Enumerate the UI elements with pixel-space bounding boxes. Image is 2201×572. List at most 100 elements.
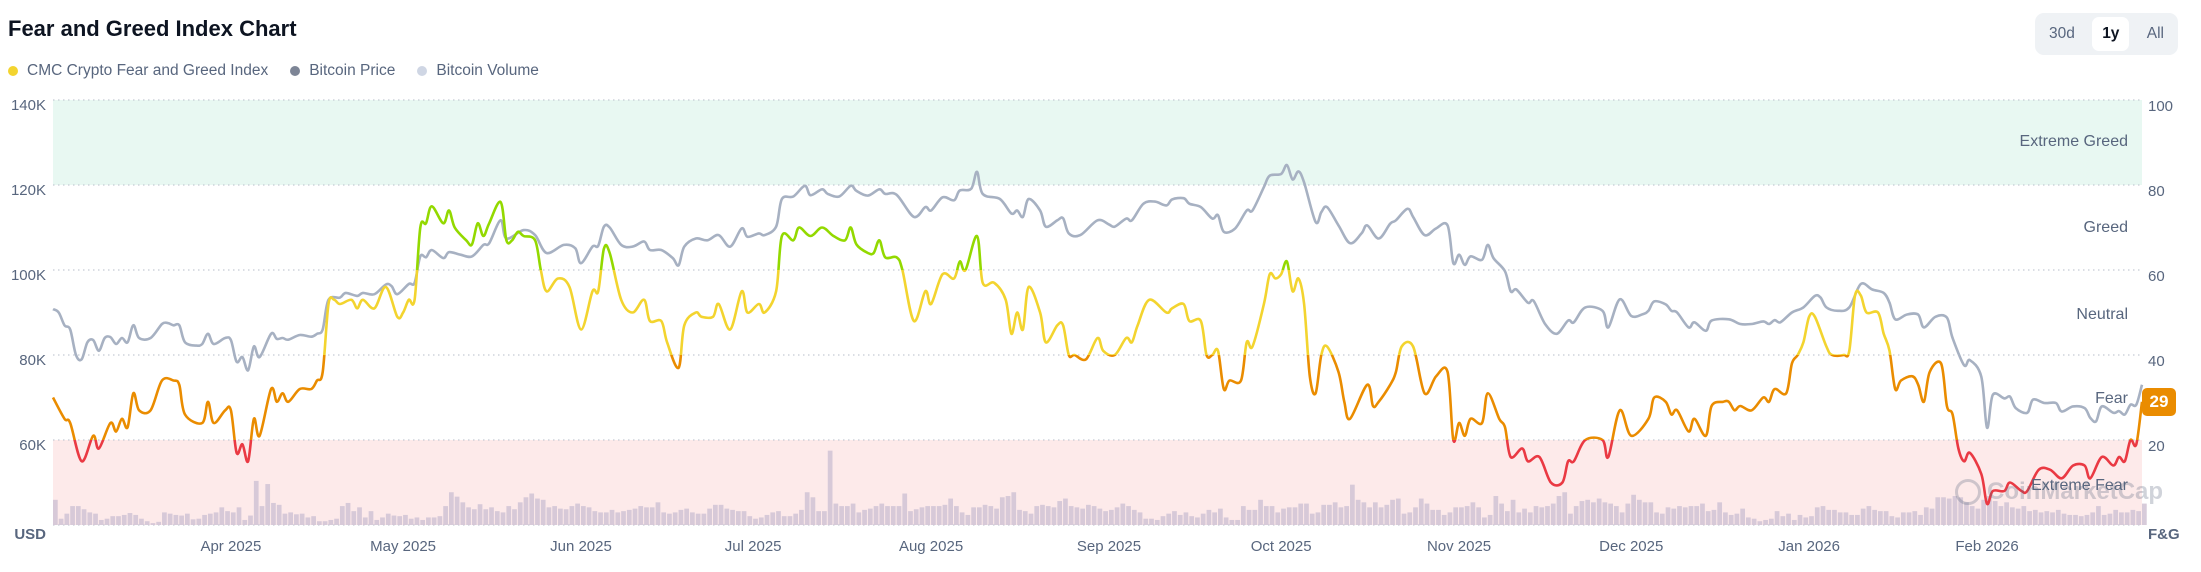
volume-bar[interactable] <box>431 517 437 525</box>
volume-bar[interactable] <box>248 515 253 525</box>
volume-bar[interactable] <box>173 514 179 525</box>
volume-bar[interactable] <box>500 512 506 525</box>
volume-bar[interactable] <box>1533 506 1539 525</box>
volume-bar[interactable] <box>936 506 942 525</box>
volume-bar[interactable] <box>862 509 867 525</box>
volume-bar[interactable] <box>632 508 638 525</box>
volume-bar[interactable] <box>1780 516 1786 525</box>
volume-bar[interactable] <box>1516 512 1522 525</box>
volume-bar[interactable] <box>139 518 144 525</box>
volume-bar[interactable] <box>471 509 477 525</box>
volume-bar[interactable] <box>1149 518 1154 525</box>
volume-bar[interactable] <box>179 515 184 525</box>
volume-bar[interactable] <box>93 513 98 525</box>
volume-bar[interactable] <box>816 511 822 525</box>
volume-bar[interactable] <box>2096 506 2101 525</box>
volume-bar[interactable] <box>311 516 316 525</box>
volume-bar[interactable] <box>2038 512 2044 525</box>
volume-bar[interactable] <box>1906 512 1912 525</box>
volume-bar[interactable] <box>1631 494 1636 525</box>
volume-bar[interactable] <box>2050 512 2055 525</box>
volume-bar[interactable] <box>1946 498 1952 525</box>
volume-bar[interactable] <box>770 512 776 525</box>
volume-bar[interactable] <box>741 511 747 525</box>
volume-bar[interactable] <box>2107 513 2113 525</box>
volume-bar[interactable] <box>948 498 954 525</box>
volume-bar[interactable] <box>1292 507 1298 525</box>
volume-bar[interactable] <box>1763 519 1768 525</box>
volume-bar[interactable] <box>867 508 873 525</box>
volume-bar[interactable] <box>1401 513 1407 525</box>
volume-bar[interactable] <box>1654 512 1659 525</box>
volume-bar[interactable] <box>408 518 414 525</box>
volume-bar[interactable] <box>1005 496 1011 525</box>
volume-bar[interactable] <box>1648 502 1654 525</box>
volume-bar[interactable] <box>1510 499 1516 525</box>
volume-bar[interactable] <box>1367 507 1372 525</box>
volume-bar[interactable] <box>707 508 712 525</box>
volume-bar[interactable] <box>276 504 282 525</box>
volume-bar[interactable] <box>1430 509 1436 525</box>
volume-bar[interactable] <box>626 509 632 525</box>
volume-bar[interactable] <box>1860 508 1866 525</box>
volume-bar[interactable] <box>1929 508 1935 525</box>
volume-bar[interactable] <box>1063 498 1068 525</box>
volume-bar[interactable] <box>776 511 781 525</box>
volume-bar[interactable] <box>81 509 87 525</box>
volume-bar[interactable] <box>925 506 931 525</box>
volume-bar[interactable] <box>1051 507 1057 525</box>
volume-bar[interactable] <box>1878 511 1883 525</box>
volume-bar[interactable] <box>2130 509 2136 525</box>
volume-bar[interactable] <box>1786 513 1791 525</box>
volume-bar[interactable] <box>1453 507 1459 525</box>
volume-bar[interactable] <box>965 514 971 525</box>
volume-bar[interactable] <box>1705 511 1711 525</box>
volume-bar[interactable] <box>2021 506 2027 525</box>
volume-bar[interactable] <box>420 519 426 525</box>
volume-bar[interactable] <box>1889 516 1895 525</box>
volume-bar[interactable] <box>1774 511 1780 525</box>
volume-bar[interactable] <box>678 509 684 525</box>
volume-bar[interactable] <box>1746 517 1751 525</box>
volume-bar[interactable] <box>489 507 494 525</box>
volume-bar[interactable] <box>322 521 328 525</box>
volume-bar[interactable] <box>1866 506 1872 525</box>
volume-bar[interactable] <box>2067 514 2073 525</box>
volume-bar[interactable] <box>1608 503 1613 525</box>
volume-bar[interactable] <box>1131 509 1137 525</box>
volume-bar[interactable] <box>1338 507 1344 525</box>
volume-bar[interactable] <box>1659 513 1665 525</box>
volume-bar[interactable] <box>385 513 391 525</box>
volume-bar[interactable] <box>1040 504 1045 525</box>
volume-bar[interactable] <box>1103 511 1108 525</box>
volume-bar[interactable] <box>1958 497 1964 525</box>
volume-bar[interactable] <box>1987 496 1992 525</box>
volume-bar[interactable] <box>638 506 644 525</box>
volume-bar[interactable] <box>552 506 558 525</box>
volume-bar[interactable] <box>162 512 167 525</box>
volume-bar[interactable] <box>873 506 879 525</box>
volume-bar[interactable] <box>1895 517 1900 525</box>
volume-bar[interactable] <box>1849 514 1855 525</box>
volume-bar[interactable] <box>793 513 799 525</box>
volume-bar[interactable] <box>1883 511 1889 525</box>
volume-bar[interactable] <box>959 512 965 525</box>
volume-bar[interactable] <box>1350 484 1355 525</box>
volume-bar[interactable] <box>460 502 466 525</box>
volume-bar[interactable] <box>1028 513 1034 525</box>
volume-bar[interactable] <box>712 504 718 525</box>
volume-bar[interactable] <box>730 509 735 525</box>
volume-bar[interactable] <box>116 516 121 525</box>
volume-bar[interactable] <box>644 507 649 525</box>
volume-bar[interactable] <box>110 516 116 525</box>
volume-bar[interactable] <box>1837 512 1843 525</box>
volume-bar[interactable] <box>672 512 678 525</box>
volume-bar[interactable] <box>1969 506 1975 525</box>
volume-bar[interactable] <box>1315 512 1321 525</box>
volume-bar[interactable] <box>753 518 758 525</box>
volume-bar[interactable] <box>1809 516 1814 525</box>
volume-bar[interactable] <box>994 508 999 525</box>
volume-bar[interactable] <box>1372 502 1378 525</box>
volume-bar[interactable] <box>368 511 374 525</box>
volume-bar[interactable] <box>2124 512 2130 525</box>
